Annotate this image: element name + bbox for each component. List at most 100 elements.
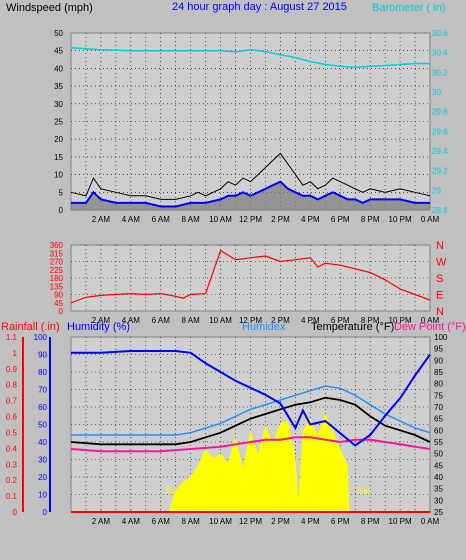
direction-tick-label: 135 <box>50 282 64 291</box>
compass-label: N <box>436 306 444 318</box>
rainfall-tick-label: 1.1 <box>6 333 18 342</box>
wind-time-label: 2 AM <box>92 215 111 224</box>
windspeed-axis-title: Windspeed (mph) <box>6 2 93 14</box>
direction-time-label: 10 AM <box>209 316 232 325</box>
temp-time-label: 8 AM <box>182 517 201 526</box>
humidity-axis-title: Humidity (%) <box>67 321 130 333</box>
direction-time-label: 0 AM <box>421 316 440 325</box>
temperature-tick-label: 35 <box>434 485 443 494</box>
temp-time-label: 6 PM <box>331 517 350 526</box>
humidity-tick-label: 60 <box>38 403 47 412</box>
sunrise-label: Sun Rise <box>165 486 198 495</box>
barometer-tick-label: 29.2 <box>432 167 448 176</box>
temperature-tick-label: 80 <box>434 380 443 389</box>
temperature-humidity-chart: 0 10 20 30 40 50 60 70 80 90 100 0 0.1 0.2 0.3 0.4 0.5 0.… <box>6 333 448 526</box>
temp-time-label: 4 PM <box>301 517 320 526</box>
wind-time-label: 6 AM <box>152 215 171 224</box>
temp-time-label: 10 PM <box>389 517 412 526</box>
windspeed-tick-label: 40 <box>54 64 63 73</box>
barometer-tick-label: 29.8 <box>432 108 448 117</box>
humidity-tick-label: 100 <box>34 333 48 342</box>
temp-time-label: 4 AM <box>122 517 141 526</box>
temp-time-label: 0 AM <box>421 517 440 526</box>
temperature-tick-label: 70 <box>434 403 443 412</box>
windspeed-tick-label: 5 <box>59 188 64 197</box>
direction-tick-label: 180 <box>50 274 64 283</box>
temp-time-label: 2 PM <box>271 517 290 526</box>
windspeed-tick-label: 15 <box>54 153 63 162</box>
barometer-tick-label: 29.6 <box>432 127 448 136</box>
windspeed-tick-label: 10 <box>54 171 63 180</box>
wind-time-label: 12 PM <box>239 215 262 224</box>
rainfall-axis-title: Rainfall (.in) <box>1 321 60 333</box>
temperature-tick-label: 100 <box>434 333 448 342</box>
humidex-legend: Humidex <box>242 321 286 333</box>
barometer-tick-label: 30 <box>432 88 441 97</box>
humidity-tick-label: 30 <box>38 456 47 465</box>
humidity-line <box>71 350 431 447</box>
windspeed-tick-label: 30 <box>54 100 63 109</box>
barometer-line <box>70 47 430 69</box>
direction-tick-label: 0 <box>59 307 64 316</box>
wind-time-label: 0 AM <box>421 215 440 224</box>
solar-fill <box>168 414 350 512</box>
wind-average-line <box>71 180 430 208</box>
temperature-axis-title: Temperature (°F) <box>311 321 394 333</box>
humidity-tick-label: 10 <box>38 491 47 500</box>
temperature-tick-label: 25 <box>434 508 443 517</box>
direction-time-label: 8 AM <box>182 316 201 325</box>
barometer-axis-title: Barometer ( in) <box>372 2 445 14</box>
rainfall-tick-label: 0.3 <box>6 460 18 469</box>
direction-time-label: 2 PM <box>271 316 290 325</box>
windspeed-tick-label: 25 <box>54 118 63 127</box>
direction-time-label: 2 AM <box>92 316 111 325</box>
temperature-tick-label: 30 <box>434 496 443 505</box>
barometer-tick-label: 30.4 <box>432 49 448 58</box>
temperature-tick-label: 45 <box>434 461 443 470</box>
temperature-tick-label: 90 <box>434 356 443 365</box>
wind-time-label: 10 AM <box>209 215 232 224</box>
barometer-tick-label: 30.2 <box>432 68 448 77</box>
direction-time-label: 6 AM <box>152 316 171 325</box>
dewpoint-line <box>70 436 431 453</box>
temperature-tick-label: 55 <box>434 438 443 447</box>
wind-direction-line <box>70 249 431 304</box>
temperature-tick-label: 75 <box>434 391 443 400</box>
windspeed-tick-label: 50 <box>54 29 63 38</box>
temperature-tick-label: 60 <box>434 426 443 435</box>
direction-time-label: 10 PM <box>389 316 412 325</box>
compass-label: S <box>436 273 443 285</box>
rainfall-tick-label: 0.1 <box>6 492 18 501</box>
temperature-tick-label: 85 <box>434 368 443 377</box>
rainfall-tick-label: 0.2 <box>6 476 18 485</box>
temp-time-label: 2 AM <box>92 517 111 526</box>
wind-time-label: 8 PM <box>361 215 380 224</box>
humidity-tick-label: 90 <box>38 351 47 360</box>
direction-tick-label: 360 <box>50 241 64 250</box>
rainfall-tick-label: 1 <box>13 349 18 358</box>
wind-time-label: 4 AM <box>122 215 141 224</box>
humidity-tick-label: 80 <box>38 368 47 377</box>
wind-time-label: 4 PM <box>301 215 320 224</box>
rainfall-tick-label: 0.6 <box>6 413 18 422</box>
sunset-label: Set <box>358 486 371 495</box>
humidity-tick-label: 50 <box>38 421 47 430</box>
humidity-tick-label: 70 <box>38 386 47 395</box>
wind-gust-line <box>70 152 431 200</box>
temp-time-label: 8 PM <box>361 517 380 526</box>
rainfall-tick-label: 0.4 <box>6 444 18 453</box>
direction-tick-label: 225 <box>50 266 64 275</box>
rainfall-tick-label: 0 <box>13 508 18 517</box>
direction-time-label: 4 PM <box>301 316 320 325</box>
wind-time-label: 8 AM <box>182 215 201 224</box>
direction-time-label: 8 PM <box>361 316 380 325</box>
temperature-tick-label: 50 <box>434 450 443 459</box>
dewpoint-legend: Dew Point (°F) <box>394 321 466 333</box>
barometer-tick-label: 28.8 <box>432 206 448 215</box>
humidity-tick-label: 20 <box>38 473 47 482</box>
direction-tick-label: 315 <box>50 249 64 258</box>
compass-label: W <box>436 257 447 269</box>
